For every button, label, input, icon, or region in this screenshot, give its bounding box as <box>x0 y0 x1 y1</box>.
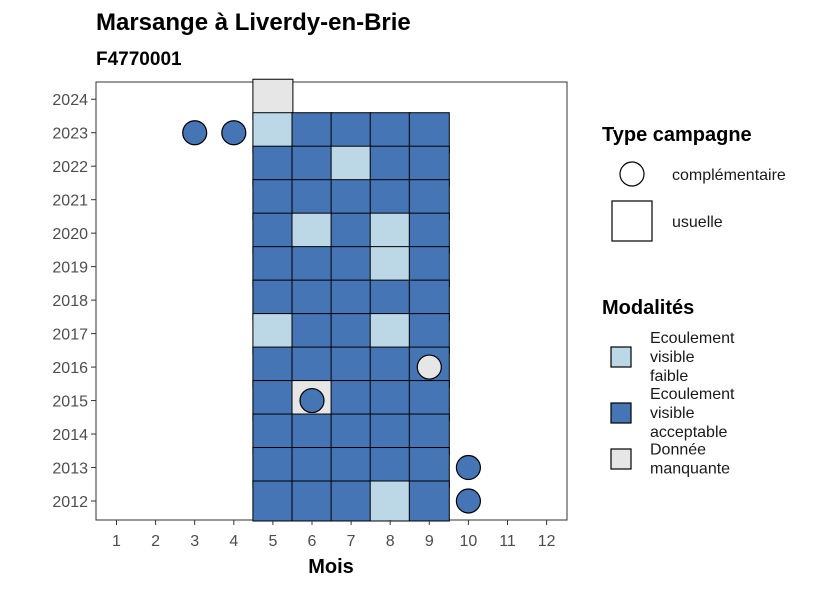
legend-key-acceptable <box>610 402 632 424</box>
x-axis: 1 2 3 4 5 6 7 8 9 10 11 12 <box>112 520 556 550</box>
legend-key-manquante <box>610 448 632 470</box>
x-tick-label-1: 1 <box>112 533 121 550</box>
y-tick-label-2013: 2013 <box>52 461 88 478</box>
usuelle-tiles <box>252 78 450 522</box>
x-tick-label-6: 6 <box>308 533 317 550</box>
point-2012-10 <box>455 488 481 514</box>
y-tick-label-2017: 2017 <box>52 327 88 344</box>
legend-modalites-title: Modalités <box>602 297 694 319</box>
y-tick-label-2024: 2024 <box>52 92 88 109</box>
point-2013-10 <box>455 454 481 481</box>
tile-2012-6 <box>291 480 333 522</box>
point-2023-3 <box>182 120 208 146</box>
chart-subtitle: F4770001 <box>96 49 182 70</box>
y-tick-label-2014: 2014 <box>52 427 88 444</box>
point-2023-4 <box>221 120 247 146</box>
y-tick-label-2023: 2023 <box>52 126 88 143</box>
tile-2012-5 <box>252 480 294 522</box>
tile-2012-9 <box>408 480 450 522</box>
x-tick-label-8: 8 <box>386 533 395 550</box>
legend-label-acceptable-1: visible <box>650 405 695 422</box>
legend-label-faible-2: faible <box>650 368 688 385</box>
y-tick-label-2021: 2021 <box>52 193 88 210</box>
legend-square-key <box>611 200 653 242</box>
y-tick-label-2022: 2022 <box>52 159 88 176</box>
tile-2012-8 <box>369 480 411 522</box>
complementaire-points <box>182 120 481 514</box>
point-2015-6 <box>299 387 325 414</box>
y-tick-label-2019: 2019 <box>52 260 88 277</box>
point-2016-9 <box>416 354 442 380</box>
legend-modalites: Modalités EcoulementvisiblefaibleEcoulem… <box>602 297 735 478</box>
chart-title: Marsange à Liverdy-en-Brie <box>96 9 411 36</box>
x-tick-label-10: 10 <box>460 533 478 550</box>
legend-type-campagne: Type campagne complémentaire usuelle <box>602 124 786 242</box>
y-tick-label-2012: 2012 <box>52 494 88 511</box>
legend-label-manquante-0: Donnée <box>650 442 706 459</box>
legend-key-faible <box>610 346 632 368</box>
x-tick-label-5: 5 <box>268 533 277 550</box>
x-tick-label-4: 4 <box>229 533 238 550</box>
x-tick-label-11: 11 <box>499 533 516 550</box>
legend-label-acceptable-2: acceptable <box>650 424 727 441</box>
x-tick-label-3: 3 <box>190 533 199 550</box>
x-tick-label-2: 2 <box>151 533 160 550</box>
x-tick-label-9: 9 <box>425 533 434 550</box>
y-tick-label-2018: 2018 <box>52 293 88 310</box>
y-tick-label-2016: 2016 <box>52 360 88 377</box>
tile-2012-7 <box>330 480 372 522</box>
x-axis-title: Mois <box>308 556 354 578</box>
legend-usuelle-label: usuelle <box>672 214 723 231</box>
x-tick-label-12: 12 <box>538 533 556 550</box>
x-tick-label-7: 7 <box>347 533 356 550</box>
legend-type-title: Type campagne <box>602 124 752 146</box>
legend-complementaire-label: complémentaire <box>672 167 786 184</box>
y-tick-label-2020: 2020 <box>52 226 88 243</box>
y-tick-label-2015: 2015 <box>52 394 88 411</box>
y-axis: 2012 2013 2014 2015 2016 2017 2018 2019 2020 2021… <box>52 92 96 511</box>
legend-label-manquante-1: manquante <box>650 461 730 478</box>
legend-circle-key <box>619 161 645 187</box>
legend-label-faible-0: Ecoulement <box>650 330 735 347</box>
legend-label-acceptable-0: Ecoulement <box>650 386 735 403</box>
legend-label-faible-1: visible <box>650 349 695 366</box>
